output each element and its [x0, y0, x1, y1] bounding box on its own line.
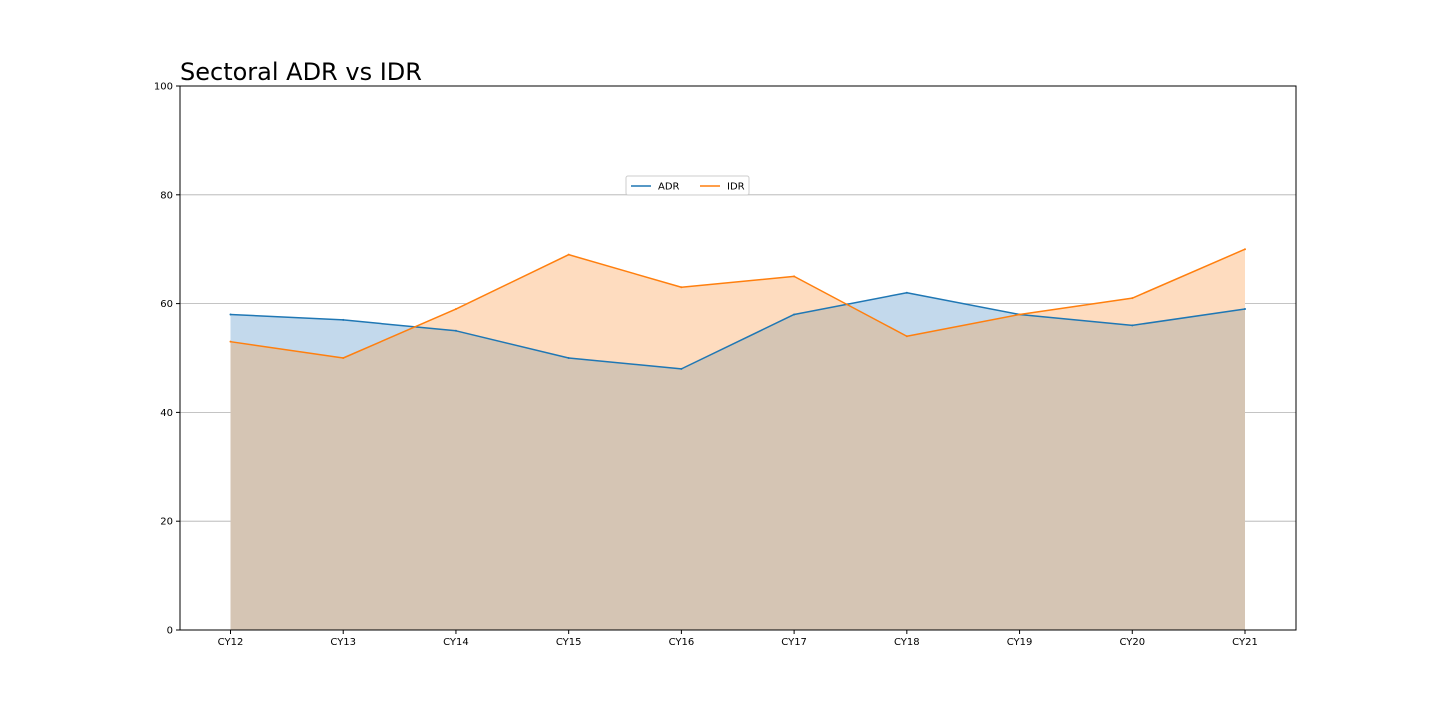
data-point-idr	[680, 286, 683, 289]
data-point-adr	[680, 367, 683, 370]
data-point-idr	[1131, 297, 1134, 300]
legend-label-adr: ADR	[658, 182, 680, 193]
data-point-adr	[454, 329, 457, 332]
data-point-idr	[567, 253, 570, 256]
x-tick-label: CY18	[894, 637, 920, 648]
x-tick-label: CY15	[556, 637, 582, 648]
legend-label-idr: IDR	[727, 182, 745, 193]
y-tick-label: 60	[160, 299, 173, 310]
data-point-idr	[229, 340, 232, 343]
x-tick-label: CY14	[443, 637, 469, 648]
legend: ADR IDR	[625, 175, 750, 196]
data-point-adr	[1131, 324, 1134, 327]
y-tick-label: 20	[160, 517, 173, 528]
data-point-adr	[793, 313, 796, 316]
data-point-idr	[1244, 248, 1246, 251]
y-tick-label: 80	[160, 190, 173, 201]
x-tick-label: CY17	[781, 637, 807, 648]
data-point-adr	[1244, 308, 1246, 311]
area-overlap	[230, 304, 1245, 630]
data-point-idr	[793, 275, 796, 278]
plot-frame	[179, 85, 1297, 631]
area-fills	[230, 249, 1245, 630]
data-point-idr	[454, 308, 457, 311]
x-tick-label: CY12	[218, 637, 244, 648]
x-tick-label: CY20	[1119, 637, 1145, 648]
x-axis: CY12 CY13 CY14 CY15 CY16 CY17 CY18 CY19 CY20 CY21	[218, 630, 1258, 648]
x-tick-label: CY13	[330, 637, 356, 648]
chart-title: Sectoral ADR vs IDR	[180, 58, 422, 86]
y-tick-label: 0	[167, 626, 173, 637]
data-point-idr	[342, 357, 345, 359]
data-point-adr	[567, 357, 570, 359]
legend-box	[625, 175, 750, 196]
x-tick-label: CY21	[1232, 637, 1258, 648]
data-point-adr	[342, 318, 345, 321]
y-axis: 0 20 40 60 80 100	[154, 82, 180, 637]
data-point-idr	[1018, 313, 1021, 316]
series-line-adr	[230, 291, 1246, 370]
series-line-idr	[230, 248, 1246, 359]
y-tick-label: 40	[160, 408, 173, 419]
y-tick-label: 100	[154, 82, 173, 93]
series-lines	[229, 248, 1246, 370]
data-point-adr	[905, 291, 908, 294]
data-point-adr	[229, 313, 232, 316]
x-tick-label: CY16	[669, 637, 695, 648]
x-tick-label: CY19	[1007, 637, 1033, 648]
data-point-idr	[905, 335, 908, 338]
